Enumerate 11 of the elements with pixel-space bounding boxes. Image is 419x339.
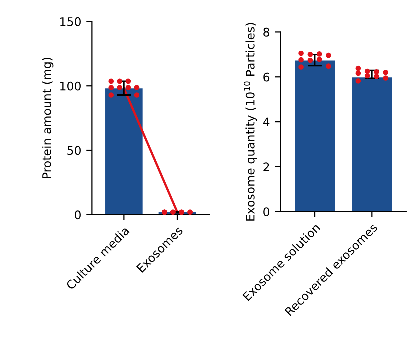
y-axis-title: Exosome quantity (10$^{10}$ Particles) bbox=[244, 23, 258, 221]
y-tick-label: 150 bbox=[60, 17, 81, 26]
y-tick-label: 4 bbox=[263, 118, 270, 127]
y-tick-label: 50 bbox=[68, 146, 81, 156]
y-tick-label: 2 bbox=[264, 162, 270, 172]
y-tick-label: 100 bbox=[60, 82, 81, 91]
y-axis-title: Protein amount (mg) bbox=[42, 58, 54, 178]
y-tick-label: 0 bbox=[75, 210, 81, 220]
y-tick-label: 6 bbox=[264, 72, 270, 82]
y-tick-label: 0 bbox=[264, 208, 270, 217]
y-tick-label: 8 bbox=[264, 28, 270, 37]
